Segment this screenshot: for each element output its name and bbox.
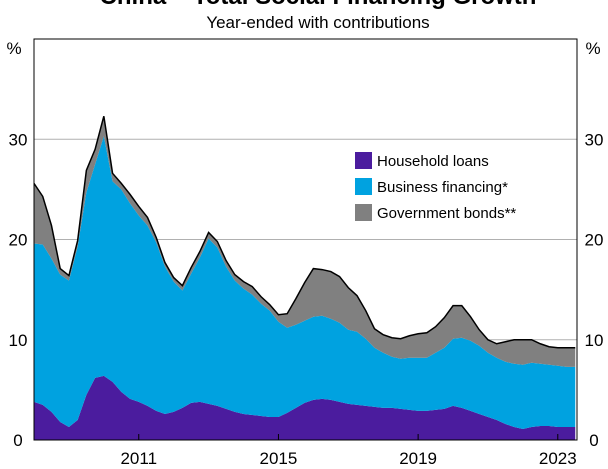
total-line-group: [33, 115, 576, 349]
legend: Household loans Business financing* Govern…: [355, 152, 516, 222]
legend-swatch-government-bonds: [355, 204, 372, 221]
legend-label-government-bonds: Government bonds**: [377, 205, 516, 222]
y-tick-right-10: 10: [585, 331, 604, 350]
y-tick-left-20: 20: [9, 231, 28, 250]
plot-frame: [33, 38, 578, 441]
y-tick-left-10: 10: [9, 331, 28, 350]
area-household-loans: [34, 375, 576, 440]
x-axis-ticks: 2011 2015 2019 2023: [120, 434, 577, 468]
y-tick-right-30: 30: [585, 130, 604, 149]
total-line: [33, 115, 576, 349]
chart-subtitle: Year-ended with contributions: [206, 13, 429, 32]
area-business-financing: [34, 136, 576, 429]
y-tick-right-0: 0: [589, 431, 598, 450]
y-tick-left-30: 30: [9, 130, 28, 149]
legend-label-household-loans: Household loans: [377, 153, 489, 170]
legend-swatch-household-loans: [355, 152, 372, 169]
area-government-bonds: [34, 116, 576, 367]
y-tick-right-20: 20: [585, 231, 604, 250]
y-tick-left-0: 0: [13, 431, 22, 450]
x-tick-2019: 2019: [399, 449, 437, 468]
legend-label-business-financing: Business financing*: [377, 179, 508, 196]
x-tick-2015: 2015: [260, 449, 298, 468]
y-unit-left: %: [6, 39, 21, 58]
y-unit-right: %: [585, 39, 600, 58]
x-tick-2011: 2011: [120, 449, 157, 468]
x-tick-2023: 2023: [539, 449, 577, 468]
chart-title: China – Total Social Financing Growth: [100, 0, 537, 10]
y-axis-ticks: 0 0 10 10 20 20 30 30: [9, 130, 604, 450]
stacked-areas: [34, 116, 576, 440]
legend-swatch-business-financing: [355, 178, 372, 195]
